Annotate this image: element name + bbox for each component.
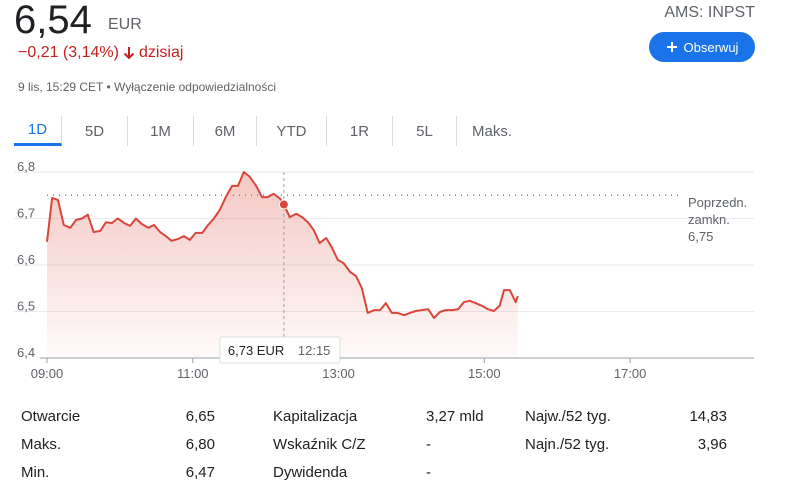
stat-value: 14,83 bbox=[689, 408, 727, 425]
x-tick-label: 11:00 bbox=[177, 366, 209, 381]
y-tick-label: 6,6 bbox=[17, 252, 35, 267]
currency: EUR bbox=[108, 16, 142, 33]
x-tick-label: 15:00 bbox=[468, 366, 501, 381]
x-tick-label: 09:00 bbox=[31, 366, 64, 381]
hover-point bbox=[278, 199, 289, 210]
range-tab[interactable]: YTD bbox=[257, 116, 327, 146]
stat-value: 6,80 bbox=[185, 436, 215, 453]
y-tick-label: 6,4 bbox=[17, 345, 35, 360]
tooltip-box bbox=[219, 336, 341, 364]
previous-close-label: Poprzedn. bbox=[688, 195, 747, 210]
stat-label: Dywidenda bbox=[273, 464, 348, 481]
range-tab[interactable]: 5L bbox=[393, 116, 457, 146]
price: 6,54 bbox=[14, 0, 92, 42]
stat-value: - bbox=[426, 464, 431, 481]
meta-row: 9 lis, 15:29 CET • Wyłączenie odpowiedzi… bbox=[18, 80, 277, 94]
stat-label: Otwarcie bbox=[21, 408, 81, 425]
stat-label: Min. bbox=[21, 464, 50, 481]
x-tick-label: 13:00 bbox=[322, 366, 355, 381]
previous-close-label: zamkn. bbox=[688, 212, 730, 227]
stat-label: Kapitalizacja bbox=[273, 408, 358, 425]
y-tick-label: 6,8 bbox=[17, 159, 35, 174]
stat-value: 6,47 bbox=[185, 464, 215, 481]
down-arrow-icon bbox=[123, 47, 135, 60]
range-tab[interactable]: 5D bbox=[62, 116, 128, 146]
stat-value: 3,27 mld bbox=[426, 408, 484, 425]
timestamp: 9 lis, 15:29 CET bbox=[18, 80, 104, 94]
price-change: −0,21 (3,14%) bbox=[18, 44, 119, 61]
chart: 6,4 6,5 6,6 6,7 6,8 09:00 11:00 13:00 15:00 17:00… bbox=[14, 159, 754, 381]
x-tick-label: 17:00 bbox=[614, 366, 647, 381]
tooltip-price: 6,73 EUR bbox=[228, 343, 284, 358]
stat-value: 3,96 bbox=[697, 436, 727, 453]
range-tab[interactable]: Maks. bbox=[471, 122, 512, 140]
range-tabs: 1D 5D 1M 6M YTD 1R 5L Maks. bbox=[14, 115, 527, 147]
range-tab[interactable]: 6M bbox=[194, 116, 257, 146]
follow-button[interactable]: Obserwuj bbox=[649, 32, 755, 62]
stat-label: Maks. bbox=[21, 436, 62, 453]
stat-label: Wskaźnik C/Z bbox=[273, 436, 366, 453]
tooltip-time: 12:15 bbox=[298, 343, 331, 358]
range-tab[interactable]: 1M bbox=[128, 116, 194, 146]
stat-value: 6,65 bbox=[185, 408, 215, 425]
stat-label: Najw./52 tyg. bbox=[525, 408, 611, 425]
plus-icon bbox=[666, 42, 677, 52]
ticker: AMS: INPST bbox=[664, 4, 755, 21]
stat-value: - bbox=[426, 436, 431, 453]
change-row: −0,21 (3,14%) dzisiaj bbox=[18, 44, 183, 62]
previous-close-value: 6,75 bbox=[688, 229, 713, 244]
area-fill bbox=[47, 172, 518, 358]
tooltip: 6,73 EUR 12:15 bbox=[219, 336, 341, 364]
follow-label: Obserwuj bbox=[683, 39, 739, 55]
disclaimer-link[interactable]: Wyłączenie odpowiedzialności bbox=[114, 80, 277, 94]
range-tab[interactable]: 1D bbox=[14, 116, 62, 146]
y-tick-label: 6,5 bbox=[17, 298, 35, 313]
y-tick-label: 6,7 bbox=[17, 205, 35, 220]
stat-label: Najn./52 tyg. bbox=[525, 436, 610, 453]
period: dzisiaj bbox=[138, 44, 184, 61]
range-tab[interactable]: 1R bbox=[327, 116, 393, 146]
